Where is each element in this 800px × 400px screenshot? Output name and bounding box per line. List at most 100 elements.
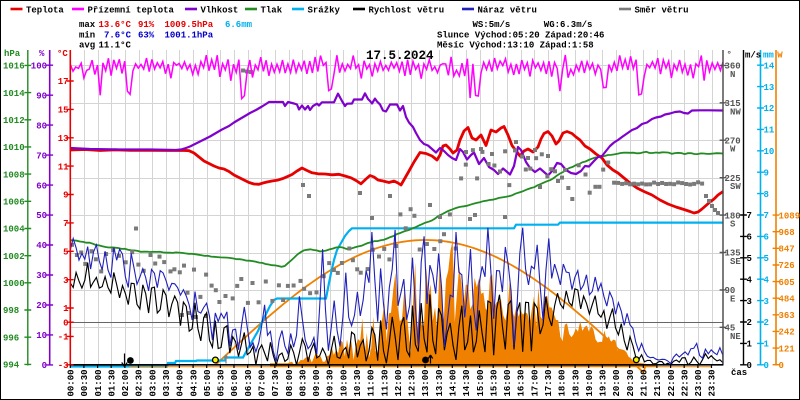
svg-text:Přízemní teplota: Přízemní teplota xyxy=(88,6,175,16)
svg-text:2: 2 xyxy=(747,318,752,328)
svg-text:7: 7 xyxy=(63,219,68,229)
svg-text:Měsíc Východ:13:10 Západ:1:5: Měsíc Východ:13:10 Západ:1:58 xyxy=(437,41,594,51)
svg-text:70: 70 xyxy=(36,151,47,161)
svg-text:360: 360 xyxy=(725,62,741,72)
svg-text:4: 4 xyxy=(764,275,770,285)
svg-text:04:30: 04:30 xyxy=(189,369,199,396)
svg-text:05:30: 05:30 xyxy=(217,369,227,396)
svg-text:10:30: 10:30 xyxy=(353,369,363,396)
svg-text:180: 180 xyxy=(725,211,741,221)
svg-text:0: 0 xyxy=(764,361,769,371)
svg-text:968: 968 xyxy=(779,228,795,238)
svg-text:1089: 1089 xyxy=(779,211,800,221)
svg-text:10: 10 xyxy=(36,331,47,341)
svg-text:1009.5hPa: 1009.5hPa xyxy=(165,20,214,30)
svg-text:Náraz větru: Náraz větru xyxy=(478,6,537,16)
svg-text:7: 7 xyxy=(747,211,752,221)
svg-text:06:30: 06:30 xyxy=(244,369,254,396)
svg-text:5: 5 xyxy=(747,254,752,264)
svg-text:min: min xyxy=(79,31,95,41)
svg-text:1014: 1014 xyxy=(3,89,25,99)
svg-text:22:00: 22:00 xyxy=(667,369,677,396)
svg-text:11:30: 11:30 xyxy=(380,369,390,396)
svg-text:-3: -3 xyxy=(58,361,69,371)
svg-text:121: 121 xyxy=(779,344,796,354)
svg-text:23:30: 23:30 xyxy=(708,369,718,396)
svg-text:12: 12 xyxy=(764,104,775,114)
svg-text:4: 4 xyxy=(747,275,753,285)
svg-text:max: max xyxy=(79,20,96,30)
svg-text:270: 270 xyxy=(725,136,741,146)
svg-text:15:00: 15:00 xyxy=(476,369,486,396)
svg-text:8: 8 xyxy=(764,190,769,200)
svg-text:07:30: 07:30 xyxy=(271,369,281,396)
svg-text:11: 11 xyxy=(764,126,775,136)
svg-text:09:30: 09:30 xyxy=(326,369,336,396)
svg-text:21:00: 21:00 xyxy=(640,369,650,396)
svg-text:11: 11 xyxy=(58,162,69,172)
svg-text:Rychlost větru: Rychlost větru xyxy=(369,6,445,16)
svg-text:23:00: 23:00 xyxy=(694,369,704,396)
svg-text:13.6°C: 13.6°C xyxy=(99,20,132,30)
svg-text:20:00: 20:00 xyxy=(612,369,622,396)
svg-text:6.6mm: 6.6mm xyxy=(225,20,253,30)
svg-text:9: 9 xyxy=(764,168,769,178)
svg-text:1010: 1010 xyxy=(3,143,25,153)
svg-text:06:00: 06:00 xyxy=(230,369,240,396)
svg-text:5: 5 xyxy=(63,248,68,258)
svg-text:WS:5m/s: WS:5m/s xyxy=(473,20,511,30)
svg-text:09:00: 09:00 xyxy=(312,369,322,396)
svg-text:13: 13 xyxy=(58,134,69,144)
svg-text:18:00: 18:00 xyxy=(558,369,568,396)
svg-text:21:30: 21:30 xyxy=(653,369,663,396)
svg-text:90: 90 xyxy=(36,91,47,101)
svg-text:01:00: 01:00 xyxy=(94,369,104,396)
svg-text:00:00: 00:00 xyxy=(67,369,77,396)
svg-text:3: 3 xyxy=(63,276,68,286)
svg-text:Tlak: Tlak xyxy=(261,6,283,16)
svg-text:13:30: 13:30 xyxy=(435,369,445,396)
svg-text:17:00: 17:00 xyxy=(530,369,540,396)
svg-text:18:30: 18:30 xyxy=(571,369,581,396)
svg-text:726: 726 xyxy=(779,261,795,271)
svg-text:E: E xyxy=(730,294,736,304)
svg-text:14:30: 14:30 xyxy=(462,369,472,396)
svg-text:čas: čas xyxy=(731,368,747,378)
svg-text:63%: 63% xyxy=(138,31,155,41)
svg-text:Teplota: Teplota xyxy=(26,6,64,16)
svg-text:6: 6 xyxy=(747,233,752,243)
svg-text:14: 14 xyxy=(764,61,775,71)
svg-text:80: 80 xyxy=(36,121,47,131)
svg-text:0: 0 xyxy=(747,361,752,371)
svg-text:05:00: 05:00 xyxy=(203,369,213,396)
svg-text:91%: 91% xyxy=(138,20,155,30)
svg-text:225: 225 xyxy=(725,174,741,184)
svg-text:45: 45 xyxy=(725,324,736,334)
svg-text:03:00: 03:00 xyxy=(148,369,158,396)
svg-text:90: 90 xyxy=(725,286,736,296)
svg-text:10: 10 xyxy=(764,147,775,157)
svg-text:994: 994 xyxy=(3,361,20,371)
svg-text:1: 1 xyxy=(764,340,770,350)
svg-text:15:30: 15:30 xyxy=(489,369,499,396)
svg-text:7.6°C: 7.6°C xyxy=(104,31,132,41)
svg-text:SW: SW xyxy=(730,182,741,192)
svg-text:13:00: 13:00 xyxy=(421,369,431,396)
svg-text:°C: °C xyxy=(57,49,68,59)
svg-text:0: 0 xyxy=(42,361,47,371)
svg-text:1: 1 xyxy=(747,340,753,350)
svg-text:19:30: 19:30 xyxy=(599,369,609,396)
svg-text:3: 3 xyxy=(764,297,769,307)
svg-text:484: 484 xyxy=(779,294,796,304)
svg-text:N: N xyxy=(730,70,735,80)
svg-text:315: 315 xyxy=(725,99,741,109)
svg-text:998: 998 xyxy=(3,306,19,316)
svg-text:242: 242 xyxy=(779,328,795,338)
svg-text:363: 363 xyxy=(779,311,795,321)
svg-text:605: 605 xyxy=(779,278,795,288)
svg-text:16:30: 16:30 xyxy=(517,369,527,396)
svg-text:NW: NW xyxy=(730,107,741,117)
svg-text:04:00: 04:00 xyxy=(176,369,186,396)
svg-text:1002: 1002 xyxy=(3,252,25,262)
svg-text:1000: 1000 xyxy=(3,279,25,289)
